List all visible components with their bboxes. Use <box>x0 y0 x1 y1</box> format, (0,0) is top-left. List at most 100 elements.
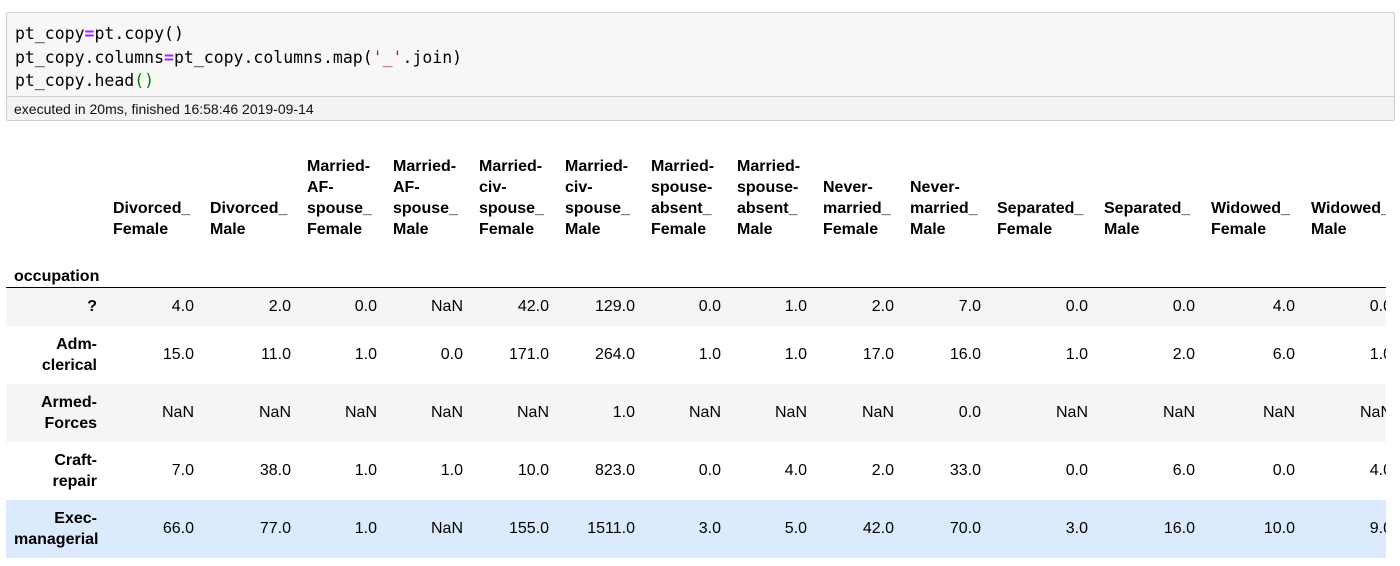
blank-header <box>989 249 1096 288</box>
column-header-line: Female <box>113 221 169 238</box>
table-cell: 9.0 <box>1369 519 1386 537</box>
row-label: ? <box>87 298 97 316</box>
table-cell: NaN <box>774 403 807 421</box>
table-cell: 4.0 <box>1369 461 1386 479</box>
table-cell: 66.0 <box>162 519 194 537</box>
column-header-line: Married- <box>737 158 801 175</box>
column-header-line: Married- <box>479 158 543 175</box>
table-cell: 0.0 <box>1172 297 1195 315</box>
table-cell: NaN <box>430 403 463 421</box>
column-header: Divorced_ Female <box>105 150 202 249</box>
code-token: = <box>84 24 95 43</box>
column-header-line: Male <box>1104 221 1140 238</box>
table-cell: 155.0 <box>508 519 549 537</box>
column-header-line: Separated_ <box>997 200 1084 217</box>
column-header: Married-civ-spouse_ Male <box>557 150 643 249</box>
code-input[interactable]: pt_copy=pt.copy() pt_copy.columns=pt_cop… <box>7 13 1394 96</box>
table-cell: 1.0 <box>784 297 807 315</box>
table-cell: 0.0 <box>1272 461 1295 479</box>
column-header: Never-married_ Female <box>815 150 902 249</box>
column-header-line: Never- <box>910 179 960 196</box>
table-cell: 10.0 <box>1263 519 1295 537</box>
blank-header <box>729 249 815 288</box>
table-cell: NaN <box>1162 403 1195 421</box>
code-token: pt_copy.head <box>15 71 135 90</box>
table-cell: 15.0 <box>162 345 194 363</box>
column-header: Divorced_ Male <box>202 150 299 249</box>
row-label: Craft-repair <box>52 451 97 490</box>
column-header-line: civ- <box>479 179 507 196</box>
table-row: Exec-managerial 66.0 77.0 1.0 NaN 155.0 1511.0… <box>6 499 1386 558</box>
table-cell: 4.0 <box>1272 297 1295 315</box>
code-line: pt_copy=pt.copy() <box>15 22 1386 46</box>
table-cell: 10.0 <box>517 461 549 479</box>
table-cell: 823.0 <box>594 461 635 479</box>
column-header-line: absent_ <box>737 200 798 217</box>
column-header-line: Married- <box>307 158 371 175</box>
column-header-line: Never- <box>823 179 873 196</box>
table-cell: 11.0 <box>261 345 291 363</box>
row-label: Adm-clerical <box>41 335 97 374</box>
column-header-line: married_ <box>910 200 978 217</box>
code-token: .join) <box>402 47 463 67</box>
blank-header <box>557 249 643 288</box>
blank-header <box>6 150 105 249</box>
table-cell: 1.0 <box>1369 345 1386 363</box>
column-header: Married- AF-spouse_ Female <box>299 150 385 249</box>
table-cell: 77.0 <box>259 519 291 537</box>
table-cell: 3.0 <box>698 519 721 537</box>
table-cell: 1511.0 <box>587 519 635 537</box>
blank-header <box>815 249 902 288</box>
code-token: pt_copy.columns <box>15 47 165 67</box>
column-header-line: Female <box>997 221 1053 238</box>
table-cell: 1.0 <box>354 345 377 363</box>
table-cell: 264.0 <box>594 345 635 363</box>
table-cell: 70.0 <box>949 519 981 537</box>
table-cell: 0.0 <box>354 297 377 315</box>
column-header-line: spouse_ <box>479 200 544 217</box>
column-header: Widowed_ Male <box>1303 150 1386 249</box>
table-cell: NaN <box>1055 403 1088 421</box>
row-label: Armed-Forces <box>40 393 97 432</box>
column-header-line: Male <box>565 221 601 238</box>
code-line: pt_copy.columns=pt_copy.columns.map('_'.… <box>15 46 1386 70</box>
row-label: Exec-managerial <box>14 509 99 548</box>
dataframe: Divorced_ Female Divorced_ Male Married- AF-s… <box>6 150 1386 558</box>
column-header-line: Female <box>479 221 535 238</box>
blank-header <box>1096 249 1203 288</box>
table-cell: 2.0 <box>1172 345 1195 363</box>
index-name: occupation <box>14 268 100 285</box>
column-header-line: Female <box>1211 221 1267 238</box>
table-cell: 0.0 <box>698 461 721 479</box>
column-header-line: Married- <box>393 158 457 175</box>
blank-header <box>643 249 729 288</box>
code-line: pt_copy.head() <box>15 69 1386 93</box>
blank-header <box>1203 249 1303 288</box>
table-row: ? 4.0 2.0 0.0 NaN 42.0 129.0 0.0 1.0 2.0 7.0 0.0 0.0… <box>6 287 1386 326</box>
table-cell: 1.0 <box>1065 345 1088 363</box>
code-token: '_' <box>372 47 403 67</box>
column-header-line: AF- <box>393 179 420 196</box>
table-cell: 1.0 <box>612 403 635 421</box>
code-cell[interactable]: pt_copy=pt.copy() pt_copy.columns=pt_cop… <box>6 12 1395 121</box>
table-cell: NaN <box>344 403 377 421</box>
table-cell: 0.0 <box>440 345 463 363</box>
table-cell: 1.0 <box>354 461 377 479</box>
blank-header <box>105 249 202 288</box>
table-body: ? 4.0 2.0 0.0 NaN 42.0 129.0 0.0 1.0 2.0 7.0 0.0 0.0… <box>6 287 1386 558</box>
table-cell: 2.0 <box>268 297 291 315</box>
column-header-line: Female <box>651 221 707 238</box>
output: Divorced_ Female Divorced_ Male Married- AF-s… <box>6 150 1386 566</box>
table-row: Craft-repair 7.0 38.0 1.0 1.0 10.0 823.0 0.0 4.0… <box>6 442 1386 500</box>
table-row: Adm-clerical 15.0 11.0 1.0 0.0 171.0 264.0 1.0 1… <box>6 326 1386 384</box>
table-cell: NaN <box>1359 403 1386 421</box>
column-header-line: spouse_ <box>393 200 458 217</box>
table-cell: 42.0 <box>862 519 894 537</box>
table-cell: 6.0 <box>1172 461 1195 479</box>
table-cell: 42.0 <box>517 297 549 315</box>
table-cell: NaN <box>688 403 721 421</box>
table-cell: 0.0 <box>1369 297 1386 315</box>
table-cell: NaN <box>861 403 894 421</box>
table-cell: 16.0 <box>1163 519 1195 537</box>
